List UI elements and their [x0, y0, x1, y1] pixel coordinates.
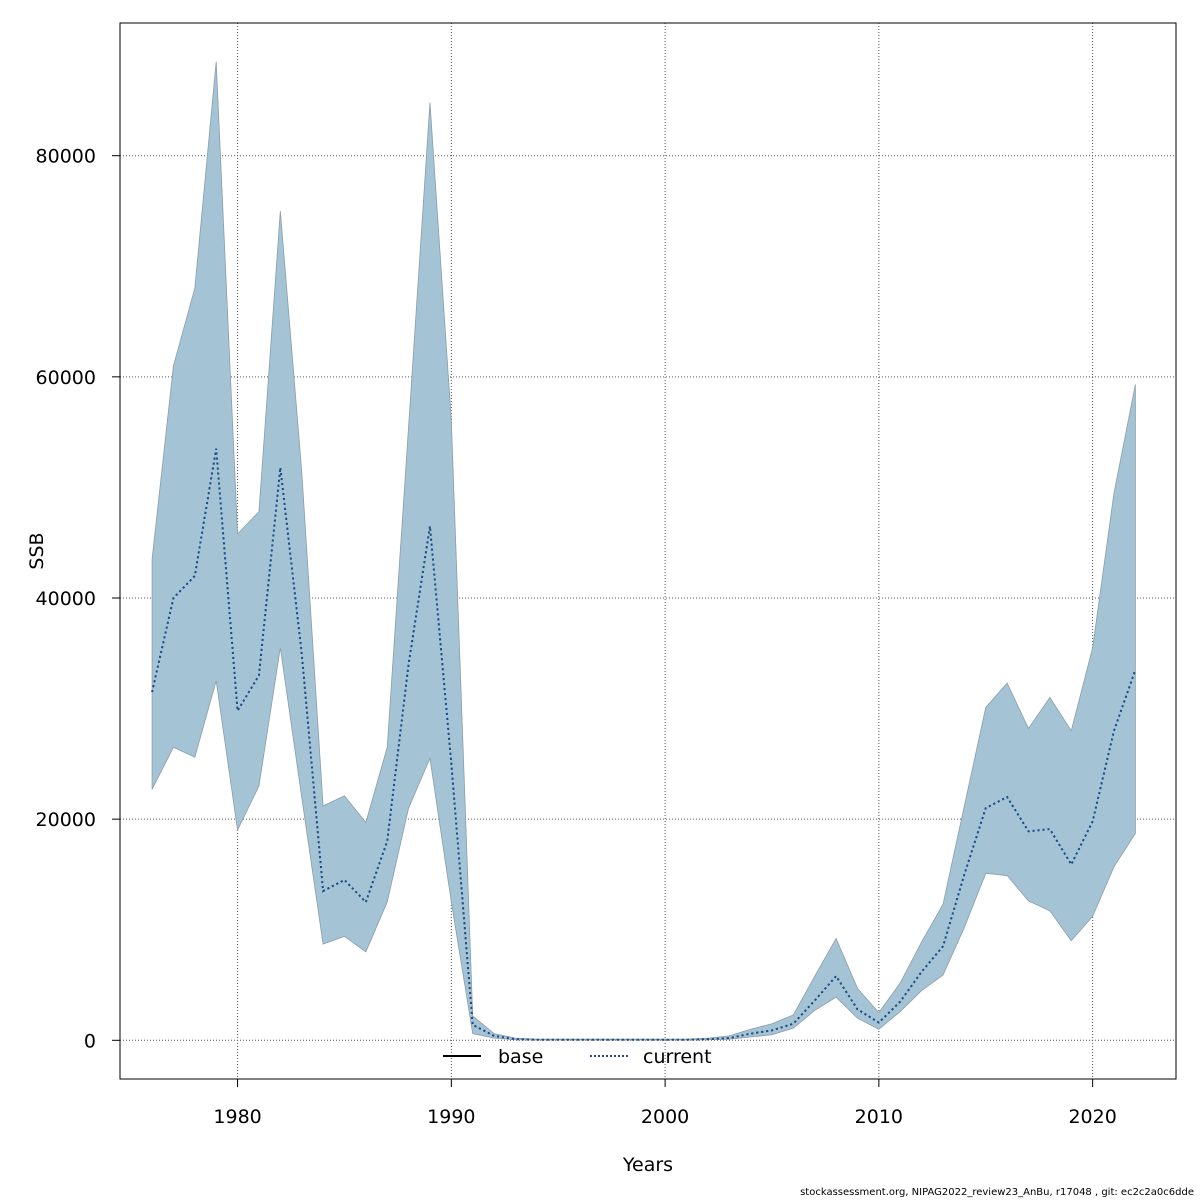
- y-axis: 0 20000 40000 60000 80000: [36, 146, 120, 1052]
- y-tick-label: 60000: [36, 367, 96, 389]
- y-tick-label: 40000: [36, 588, 96, 610]
- x-tick-label: 2020: [1068, 1106, 1116, 1128]
- confidence-bands: [151, 61, 1136, 1041]
- x-tick-label: 2000: [641, 1106, 689, 1128]
- y-tick-label: 20000: [36, 809, 96, 831]
- y-tick-label: 0: [84, 1030, 96, 1052]
- legend-label-base: base: [498, 1046, 543, 1068]
- y-axis-title: SSB: [26, 532, 48, 569]
- ssb-confidence-band: [151, 61, 1136, 1041]
- legend: base current: [443, 1046, 712, 1068]
- y-tick-label: 80000: [36, 146, 96, 168]
- plot-frame: [119, 22, 1177, 1080]
- x-tick-label: 1980: [213, 1106, 261, 1128]
- x-tick-label: 2010: [855, 1106, 903, 1128]
- x-axis-title: Years: [622, 1154, 673, 1176]
- x-axis: 1980 1990 2000 2010 2020: [213, 1079, 1117, 1128]
- footer-credit: stockassessment.org, NIPAG2022_review23_…: [800, 1187, 1194, 1198]
- x-tick-label: 1990: [427, 1106, 475, 1128]
- series-line-current: [151, 448, 1137, 1041]
- legend-label-current: current: [643, 1046, 712, 1068]
- series-lines: [151, 448, 1137, 1041]
